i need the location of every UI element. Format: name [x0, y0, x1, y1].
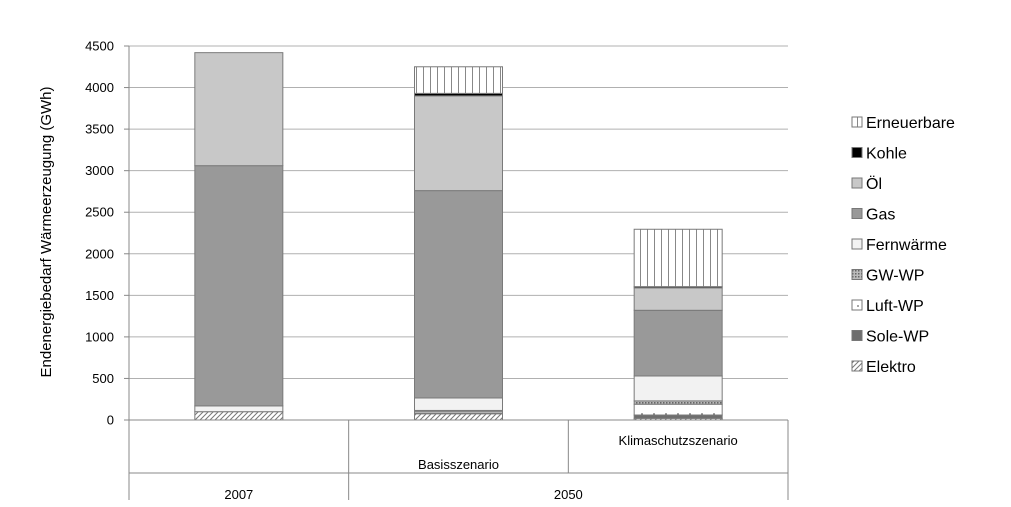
bar-segment-erneuerbare: [633, 228, 723, 288]
category-label: Basisszenario: [418, 457, 499, 472]
bar-segment-fernw-rme: [633, 375, 723, 402]
legend-label: Kohle: [866, 146, 907, 163]
bar-segment-fernw-rme: [414, 397, 503, 411]
legend-swatch: [851, 299, 863, 311]
y-tick-label: 3500: [85, 122, 114, 137]
legend-label: Luft-WP: [866, 298, 924, 315]
legend-label: GW-WP: [866, 268, 924, 285]
bars: [194, 52, 723, 421]
legend: Erneuerbare Kohle Öl Gas Fernwärme GW-WP Luft-…: [851, 115, 955, 376]
y-tick-label: 500: [92, 371, 114, 386]
y-tick-label: 1000: [85, 329, 114, 344]
bar-segment-erneuerbare: [414, 66, 503, 94]
y-tick-label: 2500: [85, 205, 114, 220]
bar-segment-elektro: [414, 413, 503, 421]
legend-swatch: [851, 238, 863, 250]
y-tick-labels: 0 500 1000 1500 2000 2500 3000 3500 4000 4500: [85, 39, 129, 428]
legend-label: Fernwärme: [866, 237, 947, 254]
bar-segment-gas: [194, 165, 284, 407]
group-label: 2050: [554, 487, 583, 502]
bar-segment-gas: [633, 309, 723, 377]
legend-swatch: [851, 147, 863, 158]
legend-label: Sole-WP: [866, 329, 929, 346]
legend-label: Elektro: [866, 359, 916, 376]
bar-segment-luft-wp: [633, 403, 723, 416]
category-labels: Basisszenario Klimaschutzszenario 2007 2050: [224, 433, 737, 502]
group-label: 2007: [224, 487, 253, 502]
axes: [128, 46, 789, 500]
bar-segment-gas: [414, 190, 503, 399]
y-tick-label: 0: [107, 413, 114, 428]
bar-segment--l: [414, 95, 503, 192]
bar-segment-elektro: [194, 411, 284, 421]
y-tick-label: 1500: [85, 288, 114, 303]
legend-label: Gas: [866, 207, 895, 224]
legend-label: Erneuerbare: [866, 115, 955, 132]
legend-swatch: [851, 116, 863, 128]
legend-swatch: [851, 360, 863, 372]
y-axis-label: Endenergiebedarf Wärmeerzeugung (GWh): [38, 87, 55, 378]
bar-segment--l: [633, 287, 723, 311]
bar-segment-fernw-rme: [194, 405, 284, 413]
legend-swatch: [851, 208, 863, 219]
y-tick-label: 3000: [85, 163, 114, 178]
y-tick-label: 4000: [85, 80, 114, 95]
y-tick-label: 2000: [85, 246, 114, 261]
legend-swatch: [851, 177, 863, 189]
category-label: Klimaschutzszenario: [619, 433, 738, 448]
bar-segment--l: [194, 52, 284, 167]
legend-label: Öl: [866, 175, 882, 193]
y-tick-label: 4500: [85, 39, 114, 54]
legend-swatch: [851, 330, 863, 341]
legend-swatch: [851, 269, 863, 280]
